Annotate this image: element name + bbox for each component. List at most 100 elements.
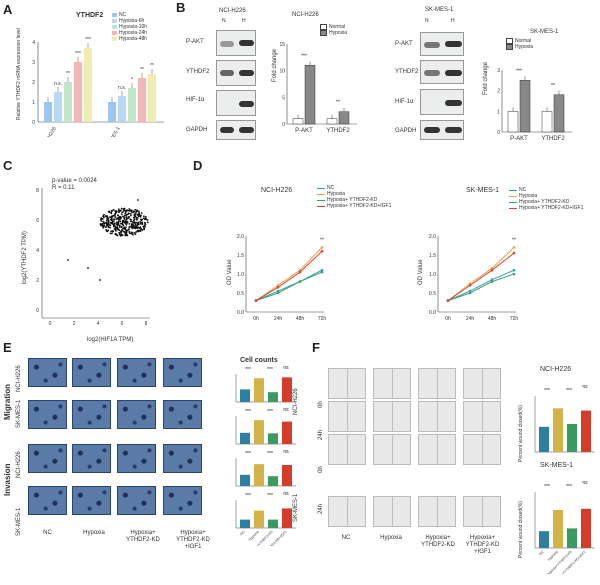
data-point — [135, 218, 138, 221]
y-tick-label: 0 — [36, 308, 39, 314]
series-line — [447, 273, 515, 302]
data-point — [99, 223, 102, 225]
legend-label: Hypoxia+ YTHDF2-KD+IGF1 — [519, 205, 584, 211]
d-chart2: 0.0 0.5 1.0 1.5 2.0 0h 24h 48h 72h ** — [429, 234, 518, 322]
data-point — [127, 228, 130, 231]
sig-label: n.s. — [54, 81, 62, 87]
y-tick-label: 3 — [497, 68, 500, 74]
legend-label: Hypoxia-24h — [119, 30, 148, 36]
data-point — [111, 215, 114, 217]
sig-label: ns — [283, 366, 289, 371]
sig-label: *** — [245, 493, 251, 499]
e-row-label: SK-MES-1 — [16, 399, 22, 428]
x-tick-label: Hypoxia — [248, 530, 260, 542]
wound-healing-image — [463, 496, 501, 527]
bar — [108, 102, 116, 122]
f-col-label: NC — [341, 535, 351, 541]
data-point — [142, 217, 145, 220]
legend-swatch — [317, 187, 325, 189]
bar — [539, 531, 549, 548]
data-point — [136, 230, 139, 233]
sig-label: *** — [267, 409, 273, 415]
e-group-migration: Migration — [3, 384, 12, 420]
blot2-hif — [420, 89, 464, 115]
data-point — [138, 211, 141, 214]
blot1-gapdh — [216, 120, 256, 140]
data-point — [115, 221, 118, 224]
panel-c-scatter: 0 2 4 6 8 0 2 4 6 8 — [36, 188, 150, 327]
panel-a-chart: 01234n.s.********NCI-H226n.s.*****SK-MES… — [32, 37, 164, 137]
sig-label: ** — [512, 238, 516, 244]
panel-c-pvalue: p-value = 0.0024 — [52, 178, 97, 184]
data-point — [276, 286, 280, 289]
data-point — [133, 218, 136, 221]
f-col-label: Hypoxia+ YTHDF2-KD — [421, 535, 455, 548]
legend-swatch — [112, 19, 117, 23]
data-point — [130, 212, 132, 215]
data-point — [276, 284, 280, 287]
data-point — [113, 228, 116, 230]
blot2-lane-h: H — [451, 18, 455, 24]
wound-healing-image — [373, 401, 411, 432]
bar — [54, 92, 62, 122]
blot1-cell-label: NCI-H226 — [219, 8, 246, 14]
data-point — [134, 225, 137, 228]
blot1-ythdf2 — [216, 60, 256, 86]
data-point — [125, 210, 128, 212]
f-cell-label: SK-MES-1 — [293, 493, 299, 522]
data-point — [140, 212, 143, 215]
data-point — [123, 214, 126, 217]
data-point — [490, 267, 494, 270]
sig-label: *** — [544, 388, 550, 394]
bar — [240, 432, 250, 444]
sig-label: * — [131, 77, 133, 83]
bar — [138, 78, 146, 122]
data-point — [117, 220, 120, 223]
transwell-micrograph — [72, 358, 111, 387]
sig-label: *** — [301, 53, 307, 59]
wound-healing-image — [373, 496, 411, 527]
data-point — [105, 222, 108, 225]
x-tick-label: NCI-H226 — [41, 126, 57, 137]
legend-label: Hypoxia-6h — [119, 18, 145, 24]
x-tick-label: P-AKT — [510, 136, 528, 142]
data-point — [117, 222, 120, 225]
data-point — [120, 233, 123, 236]
y-tick-label: 5 — [282, 95, 285, 101]
data-point — [120, 230, 123, 233]
data-point — [110, 217, 113, 219]
data-point — [113, 223, 116, 225]
y-tick-label: 0.5 — [429, 291, 436, 297]
data-point — [125, 217, 128, 220]
data-point — [102, 220, 105, 223]
sig-label: *** — [516, 68, 522, 74]
sig-label: *** — [245, 409, 251, 415]
panel-label-d: D — [193, 158, 203, 173]
series-line — [255, 269, 323, 302]
data-point — [133, 210, 136, 213]
bar — [268, 392, 278, 402]
data-point — [108, 210, 111, 213]
blot1-lane-n: N — [222, 18, 226, 24]
blot1-label-hif: HIF-1α — [186, 97, 205, 103]
e-bar-charts: *** *** ns *** *** ns *** *** ns *** *** ns NC Hypoxi… — [235, 366, 296, 546]
legend-label: NC — [519, 187, 527, 193]
data-point — [144, 222, 147, 225]
data-point — [135, 211, 137, 214]
data-point — [276, 289, 280, 293]
data-point — [87, 267, 89, 269]
panel-c-xlabel: log2(HIF1A TPM) — [87, 337, 134, 343]
x-tick-label: 8 — [145, 321, 148, 327]
data-point — [144, 223, 147, 226]
data-point — [142, 225, 145, 228]
data-point — [109, 216, 111, 218]
legend-swatch — [506, 44, 513, 50]
data-point — [468, 291, 472, 295]
legend-swatch — [112, 25, 117, 29]
transwell-micrograph — [117, 358, 156, 387]
wound-healing-image — [328, 496, 366, 527]
data-point — [130, 209, 133, 212]
data-point — [125, 222, 128, 225]
legend-swatch — [112, 31, 117, 35]
data-point — [107, 226, 110, 229]
